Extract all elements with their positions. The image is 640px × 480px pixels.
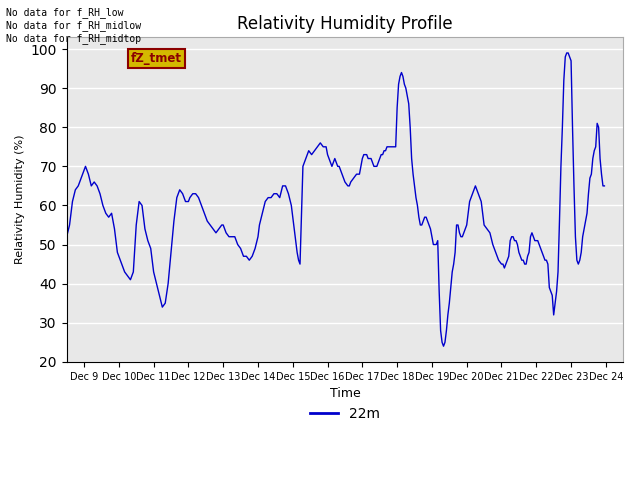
Title: Relativity Humidity Profile: Relativity Humidity Profile — [237, 15, 452, 33]
Text: fZ_tmet: fZ_tmet — [131, 52, 182, 65]
X-axis label: Time: Time — [330, 387, 360, 400]
Text: No data for f_RH_midlow: No data for f_RH_midlow — [6, 20, 141, 31]
Y-axis label: Relativity Humidity (%): Relativity Humidity (%) — [15, 135, 25, 264]
Text: No data for f_RH_low: No data for f_RH_low — [6, 7, 124, 18]
Text: No data for f_RH_midtop: No data for f_RH_midtop — [6, 33, 141, 44]
Legend: 22m: 22m — [305, 401, 385, 426]
